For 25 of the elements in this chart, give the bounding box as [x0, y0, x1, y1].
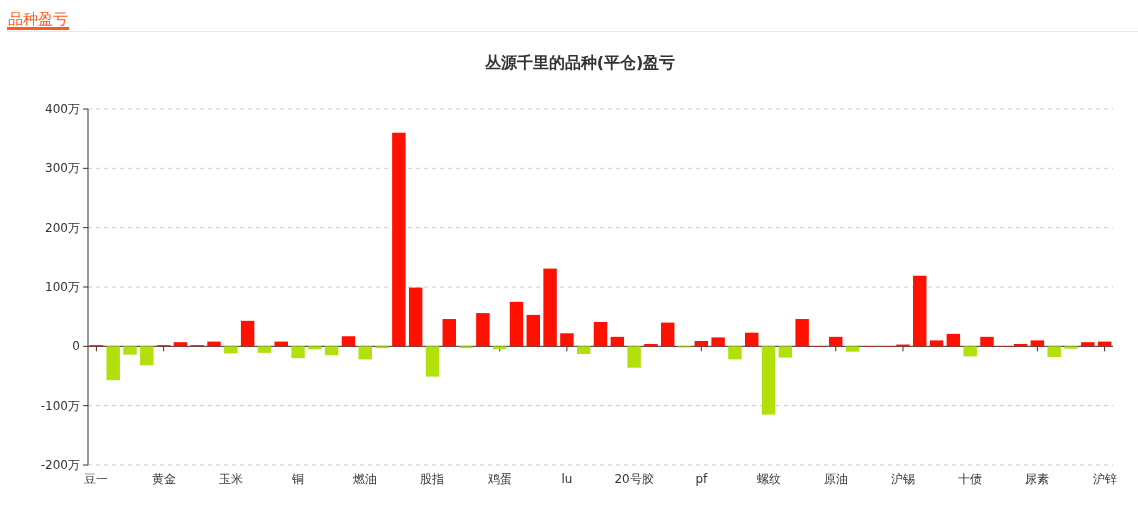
xtick: 鸡蛋 [487, 472, 512, 486]
xtick: 黄金 [151, 472, 176, 486]
ytick: 200万 [45, 220, 80, 235]
ytick: 400万 [45, 102, 80, 116]
title: 丛源千里的品种(平仓)盈亏 [484, 53, 676, 72]
xtick: 十债 [958, 472, 983, 486]
ytick: -100万 [40, 398, 80, 413]
xtick: 豆一 [84, 472, 109, 486]
xtick: 螺纹 [756, 472, 781, 486]
xtick: 股指 [420, 472, 445, 486]
xtick: lu [561, 472, 573, 486]
xtick: 尿素 [1025, 472, 1050, 486]
xtick: 玉米 [218, 472, 243, 486]
ytick: 300万 [45, 161, 80, 176]
annotation: 品种盈亏 [8, 10, 68, 28]
xtick: pf [695, 472, 708, 486]
xtick: 燃油 [353, 472, 378, 486]
xtick: 沪锡 [890, 472, 915, 486]
xtick: 铜 [292, 472, 305, 486]
xtick: 原油 [823, 472, 848, 486]
ytick: -200万 [40, 458, 80, 472]
ytick: 0 [72, 339, 80, 354]
ytick: 100万 [45, 280, 80, 294]
xtick: 20号胶 [614, 472, 654, 486]
xtick: 沪锌 [1092, 472, 1117, 486]
